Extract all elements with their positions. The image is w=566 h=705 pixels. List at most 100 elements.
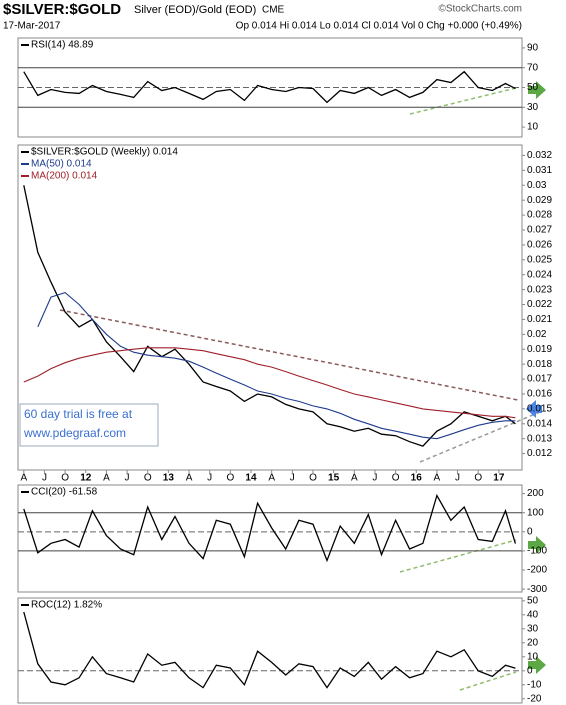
series-line bbox=[23, 70, 516, 104]
legend-entry: CCI(20) -61.58 bbox=[31, 487, 98, 498]
x-tick-label: O bbox=[226, 473, 234, 484]
series-line bbox=[23, 611, 516, 689]
arrows bbox=[526, 81, 546, 674]
trendline bbox=[409, 87, 517, 115]
y-tick-label: 50 bbox=[527, 82, 539, 93]
y-tick-label: 90 bbox=[527, 43, 539, 54]
x-tick-label: 16 bbox=[411, 473, 423, 484]
y-tick-label: 0.012 bbox=[527, 448, 552, 459]
y-tick-label: 100 bbox=[527, 507, 544, 518]
annotation: www.pdegraaf.com bbox=[23, 426, 126, 440]
y-tick-label: -20 bbox=[527, 693, 542, 704]
quote: Op 0.014 Hi 0.014 Lo 0.014 Cl 0.014 Vol … bbox=[236, 21, 522, 32]
trendline bbox=[459, 671, 517, 691]
x-tick-label: 12 bbox=[80, 473, 92, 484]
y-tick-label: 0.015 bbox=[527, 404, 552, 415]
y-tick-label: 10 bbox=[527, 122, 539, 133]
trendline bbox=[419, 411, 541, 463]
y-tick-label: 0.028 bbox=[527, 210, 552, 221]
y-tick-label: 0.02 bbox=[527, 329, 547, 340]
annotation-box bbox=[19, 403, 159, 447]
trendline bbox=[399, 539, 517, 573]
x-tick-label: 15 bbox=[328, 473, 340, 484]
y-tick-label: 0.025 bbox=[527, 254, 552, 265]
trendlines bbox=[59, 87, 541, 691]
date: 17-Mar-2017 bbox=[3, 21, 61, 32]
arrow bbox=[528, 81, 546, 99]
x-tick-label: O bbox=[309, 473, 317, 484]
y-tick-label: 0 bbox=[527, 526, 533, 537]
series-line bbox=[23, 347, 516, 419]
x-tick-label: A bbox=[20, 473, 27, 484]
x-tick-label: A bbox=[186, 473, 193, 484]
panel-frame bbox=[17, 597, 523, 704]
description: Silver (EOD)/Gold (EOD) bbox=[134, 4, 256, 16]
source: ©StockCharts.com bbox=[438, 4, 522, 15]
y-tick-label: 200 bbox=[527, 488, 544, 499]
legend-entry: $SILVER:$GOLD (Weekly) 0.014 bbox=[31, 147, 178, 158]
y-tick-label: -200 bbox=[527, 565, 547, 576]
y-tick-label: 0 bbox=[527, 665, 533, 676]
arrow bbox=[526, 400, 542, 418]
legend-entry: RSI(14) 48.89 bbox=[31, 40, 94, 51]
x-tick-label: A bbox=[268, 473, 275, 484]
series-line bbox=[23, 185, 516, 447]
x-tick-label: O bbox=[144, 473, 152, 484]
y-tick-label: -300 bbox=[527, 584, 547, 595]
y-tick-label: 50 bbox=[527, 595, 539, 606]
x-tick-label: J bbox=[290, 473, 295, 484]
panel-frame bbox=[17, 484, 523, 593]
y-tick-label: 40 bbox=[527, 609, 539, 620]
trendline bbox=[59, 309, 519, 401]
x-tick-label: 17 bbox=[493, 473, 505, 484]
series-line bbox=[23, 493, 517, 563]
x-tick-label: 13 bbox=[163, 473, 175, 484]
y-tick-label: 0.019 bbox=[527, 344, 552, 355]
x-tick-label: J bbox=[372, 473, 377, 484]
arrow bbox=[528, 656, 546, 674]
x-tick-label: O bbox=[61, 473, 69, 484]
series-line bbox=[37, 291, 516, 440]
y-tick-label: 20 bbox=[527, 637, 539, 648]
y-tick-label: 0.023 bbox=[527, 284, 552, 295]
x-tick-label: J bbox=[125, 473, 130, 484]
arrow bbox=[528, 536, 546, 554]
y-tick-label: 0.014 bbox=[527, 418, 552, 429]
y-tick-label: 0.016 bbox=[527, 389, 552, 400]
y-tick-label: 30 bbox=[527, 623, 539, 634]
y-tick-label: 0.032 bbox=[527, 150, 552, 161]
y-tick-label: 10 bbox=[527, 651, 539, 662]
x-tick-label: J bbox=[207, 473, 212, 484]
x-tick-label: A bbox=[434, 473, 441, 484]
y-tick-label: 0.022 bbox=[527, 299, 552, 310]
y-tick-label: 0.027 bbox=[527, 225, 552, 236]
y-tick-label: 0.024 bbox=[527, 269, 552, 280]
y-tick-label: -100 bbox=[527, 546, 547, 557]
y-tick-label: 0.03 bbox=[527, 180, 547, 191]
x-tick-label: 14 bbox=[245, 473, 257, 484]
symbol: $SILVER:$GOLD bbox=[3, 1, 121, 18]
y-tick-label: 0.031 bbox=[527, 165, 552, 176]
y-tick-label: 30 bbox=[527, 102, 539, 113]
x-tick-label: O bbox=[474, 473, 482, 484]
y-tick-label: 0.013 bbox=[527, 433, 552, 444]
y-tick-label: 0.029 bbox=[527, 195, 552, 206]
x-tick-label: J bbox=[42, 473, 47, 484]
exchange: CME bbox=[262, 5, 285, 16]
legend-entry: ROC(12) 1.82% bbox=[31, 600, 102, 611]
y-tick-label: 0.017 bbox=[527, 374, 552, 385]
y-tick-label: 0.026 bbox=[527, 240, 552, 251]
panel-frame bbox=[17, 144, 523, 471]
y-tick-label: 0.021 bbox=[527, 314, 552, 325]
x-tick-label: O bbox=[392, 473, 400, 484]
legend-entry: MA(200) 0.014 bbox=[31, 171, 98, 182]
legend-entry: MA(50) 0.014 bbox=[31, 159, 92, 170]
y-tick-label: 0.018 bbox=[527, 359, 552, 370]
annotation: 60 day trial is free at bbox=[24, 407, 133, 421]
x-tick-label: J bbox=[455, 473, 460, 484]
x-tick-label: A bbox=[351, 473, 358, 484]
y-tick-label: 70 bbox=[527, 62, 539, 73]
y-tick-label: -10 bbox=[527, 679, 542, 690]
x-tick-label: A bbox=[103, 473, 110, 484]
